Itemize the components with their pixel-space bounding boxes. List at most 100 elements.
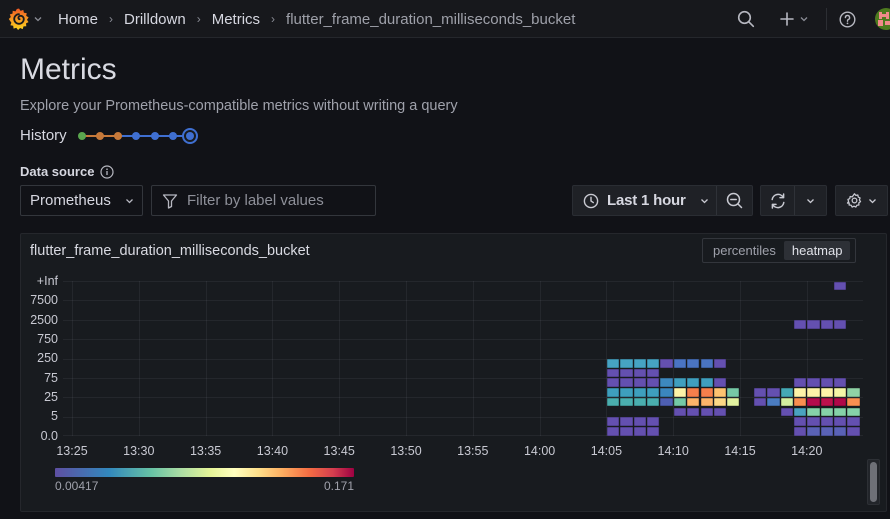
heatmap-cell[interactable] bbox=[633, 417, 646, 426]
heatmap-cell[interactable] bbox=[794, 378, 807, 388]
heatmap-cell[interactable] bbox=[727, 388, 740, 397]
heatmap-cell[interactable] bbox=[820, 397, 833, 407]
refresh-button[interactable] bbox=[761, 186, 794, 215]
heatmap-cell[interactable] bbox=[633, 388, 646, 397]
heatmap-cell[interactable] bbox=[767, 388, 780, 397]
scrollbar[interactable] bbox=[867, 459, 880, 505]
heatmap-cell[interactable] bbox=[807, 426, 820, 436]
heatmap-cell[interactable] bbox=[834, 417, 847, 426]
heatmap-cell[interactable] bbox=[713, 397, 727, 407]
heatmap-cell[interactable] bbox=[673, 407, 686, 417]
heatmap-cell[interactable] bbox=[820, 378, 833, 388]
logo-chevron-down-icon[interactable] bbox=[33, 13, 43, 25]
heatmap-cell[interactable] bbox=[660, 378, 673, 388]
heatmap-cell[interactable] bbox=[780, 388, 793, 397]
heatmap-cell[interactable] bbox=[834, 281, 847, 291]
heatmap-cell[interactable] bbox=[660, 388, 673, 397]
heatmap-cell[interactable] bbox=[834, 388, 847, 397]
heatmap-cell[interactable] bbox=[820, 407, 833, 417]
heatmap-cell[interactable] bbox=[807, 388, 820, 397]
heatmap-cell[interactable] bbox=[780, 397, 793, 407]
heatmap-cell[interactable] bbox=[767, 397, 780, 407]
heatmap-cell[interactable] bbox=[687, 388, 700, 397]
heatmap-plot[interactable] bbox=[63, 281, 863, 436]
heatmap-cell[interactable] bbox=[820, 426, 833, 436]
grafana-logo-icon[interactable] bbox=[7, 7, 31, 31]
heatmap-cell[interactable] bbox=[834, 426, 847, 436]
history-step[interactable] bbox=[114, 132, 122, 140]
heatmap-cell[interactable] bbox=[647, 368, 660, 378]
heatmap-cell[interactable] bbox=[607, 397, 620, 407]
heatmap-cell[interactable] bbox=[607, 368, 620, 378]
heatmap-cell[interactable] bbox=[834, 397, 847, 407]
search-icon[interactable] bbox=[736, 9, 756, 29]
heatmap-cell[interactable] bbox=[794, 407, 807, 417]
heatmap-cell[interactable] bbox=[687, 407, 700, 417]
heatmap-cell[interactable] bbox=[700, 407, 713, 417]
heatmap-cell[interactable] bbox=[820, 320, 833, 329]
history-step[interactable] bbox=[78, 132, 86, 140]
heatmap-cell[interactable] bbox=[700, 378, 713, 388]
heatmap-cell[interactable] bbox=[633, 368, 646, 378]
heatmap-cell[interactable] bbox=[607, 378, 620, 388]
heatmap-cell[interactable] bbox=[647, 378, 660, 388]
heatmap-cell[interactable] bbox=[647, 417, 660, 426]
heatmap-cell[interactable] bbox=[834, 320, 847, 329]
heatmap-cell[interactable] bbox=[807, 378, 820, 388]
heatmap-cell[interactable] bbox=[660, 359, 673, 368]
heatmap-cell[interactable] bbox=[807, 407, 820, 417]
heatmap-cell[interactable] bbox=[834, 378, 847, 388]
heatmap-cell[interactable] bbox=[647, 397, 660, 407]
heatmap-cell[interactable] bbox=[834, 407, 847, 417]
heatmap-cell[interactable] bbox=[620, 397, 633, 407]
heatmap-cell[interactable] bbox=[794, 388, 807, 397]
heatmap-cell[interactable] bbox=[633, 426, 646, 436]
history-step-current[interactable] bbox=[182, 128, 198, 144]
heatmap-cell[interactable] bbox=[687, 378, 700, 388]
heatmap-cell[interactable] bbox=[673, 359, 686, 368]
heatmap-cell[interactable] bbox=[807, 320, 820, 329]
heatmap-cell[interactable] bbox=[794, 397, 807, 407]
heatmap-cell[interactable] bbox=[660, 397, 673, 407]
breadcrumb-metrics[interactable]: Metrics bbox=[211, 10, 261, 28]
heatmap-cell[interactable] bbox=[673, 378, 686, 388]
heatmap-cell[interactable] bbox=[847, 426, 860, 436]
scrollbar-thumb[interactable] bbox=[870, 462, 877, 502]
heatmap-cell[interactable] bbox=[713, 388, 727, 397]
heatmap-cell[interactable] bbox=[713, 407, 727, 417]
zoom-out-button[interactable] bbox=[717, 186, 752, 215]
heatmap-cell[interactable] bbox=[820, 388, 833, 397]
heatmap-cell[interactable] bbox=[607, 388, 620, 397]
breadcrumb-home[interactable]: Home bbox=[58, 10, 99, 28]
heatmap-cell[interactable] bbox=[794, 426, 807, 436]
settings-button[interactable] bbox=[835, 185, 888, 216]
heatmap-cell[interactable] bbox=[647, 388, 660, 397]
heatmap-cell[interactable] bbox=[820, 417, 833, 426]
heatmap-cell[interactable] bbox=[607, 359, 620, 368]
history-step[interactable] bbox=[132, 132, 140, 140]
heatmap-cell[interactable] bbox=[607, 417, 620, 426]
heatmap-cell[interactable] bbox=[620, 378, 633, 388]
heatmap-cell[interactable] bbox=[807, 417, 820, 426]
heatmap-cell[interactable] bbox=[633, 378, 646, 388]
refresh-interval-dropdown[interactable] bbox=[795, 186, 826, 215]
toggle-percentiles[interactable]: percentiles bbox=[713, 243, 776, 258]
heatmap-cell[interactable] bbox=[633, 359, 646, 368]
heatmap-cell[interactable] bbox=[700, 359, 713, 368]
heatmap-cell[interactable] bbox=[847, 417, 860, 426]
heatmap-cell[interactable] bbox=[847, 407, 860, 417]
history-step[interactable] bbox=[96, 132, 104, 140]
heatmap-cell[interactable] bbox=[673, 388, 686, 397]
breadcrumb-drilldown[interactable]: Drilldown bbox=[124, 10, 186, 28]
heatmap-cell[interactable] bbox=[633, 397, 646, 407]
help-icon[interactable] bbox=[838, 10, 856, 28]
heatmap-cell[interactable] bbox=[753, 388, 767, 397]
heatmap-cell[interactable] bbox=[700, 388, 713, 397]
new-menu-chevron-down-icon[interactable] bbox=[799, 13, 809, 25]
heatmap-cell[interactable] bbox=[794, 320, 807, 329]
data-source-select[interactable]: Prometheus bbox=[20, 185, 143, 216]
history-step[interactable] bbox=[169, 132, 177, 140]
heatmap-cell[interactable] bbox=[753, 397, 767, 407]
info-icon[interactable] bbox=[100, 165, 114, 184]
time-range-picker[interactable]: Last 1 hour bbox=[573, 186, 716, 215]
